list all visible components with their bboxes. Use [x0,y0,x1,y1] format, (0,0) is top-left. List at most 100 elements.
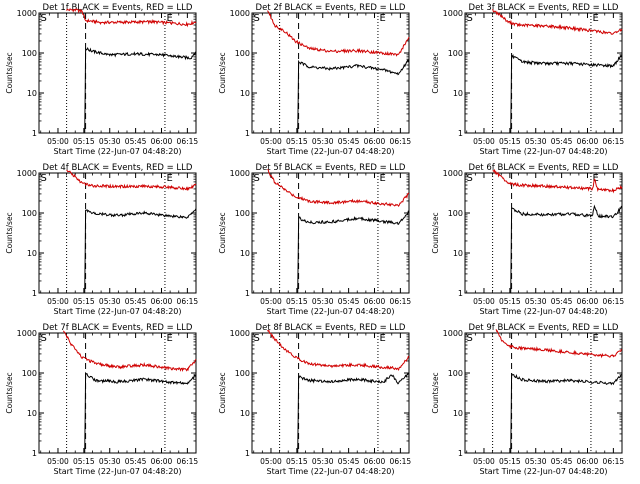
y-tick-label: 100 [22,369,37,378]
chart-title: Det 4f BLACK = Events, RED = LLD [43,163,193,173]
time-marker-label: S [41,333,47,344]
y-tick-label: 1000 [443,9,463,18]
x-tick-label: 06:15 [603,297,625,306]
plot-frame [251,12,410,134]
y-tick-label: 1000 [230,169,250,178]
x-tick-label: 05:00 [260,137,282,146]
x-tick-label: 05:45 [551,457,573,466]
y-tick-label: 100 [235,49,250,58]
x-tick-label: 05:30 [99,457,121,466]
y-tick-label: 1 [458,289,463,298]
y-axis-label: Counts/sec [431,52,440,93]
y-tick-label: 1000 [443,169,463,178]
y-axis-label: Counts/sec [218,212,227,253]
y-tick-label: 10 [240,409,250,418]
chart-panel-4: Det 4f BLACK = Events, RED = LLD 1 10 100 10… [5,163,198,316]
series-line-events [297,372,410,454]
x-tick-label: 05:30 [525,457,547,466]
y-tick-label: 10 [27,89,37,98]
chart-title: Det 2f BLACK = Events, RED = LLD [256,3,406,13]
x-tick-label: 05:30 [99,137,121,146]
y-tick-label: 10 [240,249,250,258]
y-tick-label: 1000 [230,9,250,18]
series-line-lld [267,329,410,371]
y-axis-label: Counts/sec [431,372,440,413]
y-tick-label: 1000 [17,329,37,338]
y-tick-label: 1000 [230,329,250,338]
x-tick-label: 05:15 [499,457,521,466]
time-marker-label: E [379,173,385,184]
y-tick-label: 1 [245,129,250,138]
chart-panel-2: Det 2f BLACK = Events, RED = LLD 1 10 100 10… [218,3,411,156]
plot-frame [251,332,410,454]
y-tick-label: 100 [448,369,463,378]
time-marker-label: E [592,333,598,344]
x-tick-label: 06:00 [151,457,173,466]
chart-title: Det 6f BLACK = Events, RED = LLD [469,163,619,173]
plot-frame [38,172,197,294]
series-line-events [510,373,623,454]
x-tick-label: 05:30 [312,297,334,306]
x-tick-label: 05:45 [551,137,573,146]
x-tick-label: 06:00 [577,297,599,306]
y-axis-label: Counts/sec [5,212,14,253]
x-tick-label: 06:15 [177,297,199,306]
time-marker-label: S [41,13,47,24]
x-tick-label: 06:00 [364,457,386,466]
x-tick-label: 05:45 [338,297,360,306]
y-tick-label: 1 [32,449,37,458]
x-tick-label: 05:30 [99,297,121,306]
x-tick-label: 05:00 [260,297,282,306]
series-line-events [84,46,197,134]
x-tick-label: 05:45 [338,457,360,466]
x-tick-label: 05:00 [473,457,495,466]
series-line-events [510,204,623,294]
y-axis-label: Counts/sec [218,372,227,413]
x-tick-label: 06:00 [151,137,173,146]
plot-frame [251,172,410,294]
chart-title: Det 3f BLACK = Events, RED = LLD [469,3,619,13]
series-line-lld [492,8,623,35]
x-tick-label: 05:45 [125,457,147,466]
x-tick-label: 05:15 [73,137,95,146]
x-tick-label: 05:00 [473,137,495,146]
x-tick-label: 06:00 [364,137,386,146]
y-tick-label: 10 [453,249,463,258]
y-tick-label: 1000 [17,9,37,18]
x-axis-label: Start Time (22-Jun-07 04:48:20) [267,467,395,476]
x-tick-label: 06:00 [577,457,599,466]
x-tick-label: 05:15 [73,297,95,306]
x-tick-label: 05:00 [47,457,69,466]
series-line-events [510,54,623,134]
y-tick-label: 100 [448,209,463,218]
chart-title: Det 7f BLACK = Events, RED = LLD [43,323,193,333]
y-tick-label: 100 [235,209,250,218]
x-tick-label: 05:45 [338,137,360,146]
series-line-lld [495,329,623,359]
y-tick-label: 10 [240,89,250,98]
chart-panel-8: Det 8f BLACK = Events, RED = LLD 1 10 100 10… [218,323,411,476]
x-tick-label: 05:15 [499,297,521,306]
y-tick-label: 100 [448,49,463,58]
y-tick-label: 1000 [443,329,463,338]
x-tick-label: 06:15 [603,137,625,146]
time-marker-label: S [254,173,260,184]
plot-frame [464,172,623,294]
y-axis-label: Counts/sec [5,372,14,413]
y-tick-label: 10 [453,409,463,418]
x-tick-label: 06:15 [390,457,412,466]
x-axis-label: Start Time (22-Jun-07 04:48:20) [480,307,608,316]
x-tick-label: 05:15 [73,457,95,466]
x-tick-label: 05:15 [499,137,521,146]
x-tick-label: 06:00 [364,297,386,306]
x-tick-label: 05:45 [125,137,147,146]
series-line-events [84,371,197,454]
chart-panel-3: Det 3f BLACK = Events, RED = LLD 1 10 100 10… [431,3,624,156]
y-tick-label: 1 [458,449,463,458]
y-tick-label: 1 [458,129,463,138]
series-line-lld [267,10,410,57]
chart-title: Det 1f BLACK = Events, RED = LLD [43,3,193,13]
time-marker-label: S [254,333,260,344]
x-axis-label: Start Time (22-Jun-07 04:48:20) [54,147,182,156]
